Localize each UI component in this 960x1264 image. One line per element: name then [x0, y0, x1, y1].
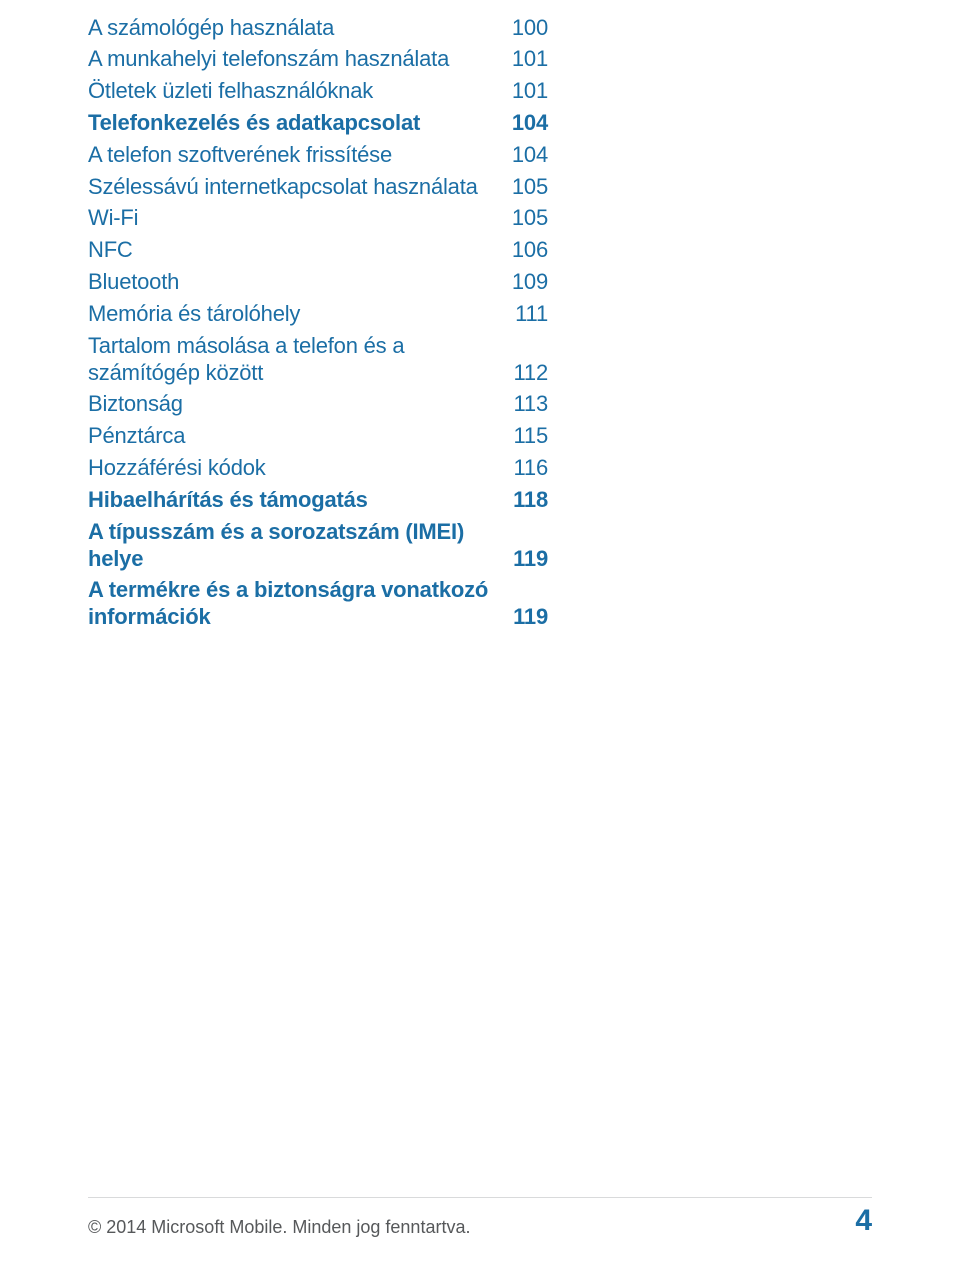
copyright-text: © 2014 Microsoft Mobile. Minden jog fenn…: [88, 1217, 470, 1238]
toc-entry-label: Pénztárca: [88, 423, 514, 450]
toc-row[interactable]: A munkahelyi telefonszám használata101: [88, 44, 548, 76]
toc-entry-page: 104: [512, 142, 548, 169]
toc-row[interactable]: A telefon szoftverének frissítése104: [88, 139, 548, 171]
toc-entry-page: 119: [513, 546, 548, 573]
toc-row[interactable]: Tartalom másolása a telefon és a számító…: [88, 330, 548, 389]
toc-entry-page: 105: [512, 205, 548, 232]
toc-row[interactable]: Pénztárca115: [88, 421, 548, 453]
toc-entry-label: Hozzáférési kódok: [88, 455, 514, 482]
toc-entry-page: 106: [512, 237, 548, 264]
toc-entry-page: 105: [512, 174, 548, 201]
toc-row[interactable]: Memória és tárolóhely111: [88, 298, 548, 330]
toc-entry-label: Tartalom másolása a telefon és a számító…: [88, 333, 514, 387]
toc-entry-page: 115: [514, 423, 548, 450]
toc-entry-page: 118: [513, 487, 548, 514]
toc-row[interactable]: Szélessávú internetkapcsolat használata1…: [88, 171, 548, 203]
toc-entry-page: 113: [514, 391, 548, 418]
toc-entry-label: Biztonság: [88, 391, 514, 418]
toc-row[interactable]: Telefonkezelés és adatkapcsolat104: [88, 107, 548, 139]
table-of-contents: A számológép használata100A munkahelyi t…: [88, 12, 548, 634]
page-footer: © 2014 Microsoft Mobile. Minden jog fenn…: [88, 1197, 872, 1238]
toc-row[interactable]: A típusszám és a sorozatszám (IMEI) hely…: [88, 516, 548, 575]
toc-row[interactable]: Bluetooth109: [88, 267, 548, 299]
toc-row[interactable]: Hozzáférési kódok116: [88, 453, 548, 485]
page-number: 4: [855, 1204, 872, 1238]
toc-entry-label: A termékre és a biztonságra vonatkozó in…: [88, 577, 513, 631]
toc-entry-page: 101: [512, 46, 548, 73]
toc-entry-label: A típusszám és a sorozatszám (IMEI) hely…: [88, 519, 513, 573]
toc-entry-page: 119: [513, 604, 548, 631]
toc-entry-page: 100: [512, 15, 548, 42]
toc-entry-label: A számológép használata: [88, 15, 512, 42]
toc-entry-label: Memória és tárolóhely: [88, 301, 515, 328]
toc-entry-label: Hibaelhárítás és támogatás: [88, 487, 513, 514]
toc-row[interactable]: Wi-Fi105: [88, 203, 548, 235]
toc-entry-label: Telefonkezelés és adatkapcsolat: [88, 110, 512, 137]
toc-entry-page: 111: [515, 301, 548, 328]
toc-entry-page: 101: [512, 78, 548, 105]
toc-row[interactable]: A termékre és a biztonságra vonatkozó in…: [88, 575, 548, 634]
toc-row[interactable]: Biztonság113: [88, 389, 548, 421]
toc-entry-label: A telefon szoftverének frissítése: [88, 142, 512, 169]
toc-entry-label: Bluetooth: [88, 269, 512, 296]
toc-entry-label: Ötletek üzleti felhasználóknak: [88, 78, 512, 105]
toc-row[interactable]: A számológép használata100: [88, 12, 548, 44]
toc-row[interactable]: Hibaelhárítás és támogatás118: [88, 484, 548, 516]
toc-entry-label: Szélessávú internetkapcsolat használata: [88, 174, 512, 201]
toc-row[interactable]: NFC106: [88, 235, 548, 267]
toc-entry-page: 112: [514, 360, 548, 387]
toc-entry-page: 109: [512, 269, 548, 296]
toc-entry-page: 116: [514, 455, 548, 482]
toc-entry-page: 104: [512, 110, 548, 137]
toc-entry-label: NFC: [88, 237, 512, 264]
toc-row[interactable]: Ötletek üzleti felhasználóknak101: [88, 76, 548, 108]
toc-entry-label: A munkahelyi telefonszám használata: [88, 46, 512, 73]
toc-entry-label: Wi-Fi: [88, 205, 512, 232]
